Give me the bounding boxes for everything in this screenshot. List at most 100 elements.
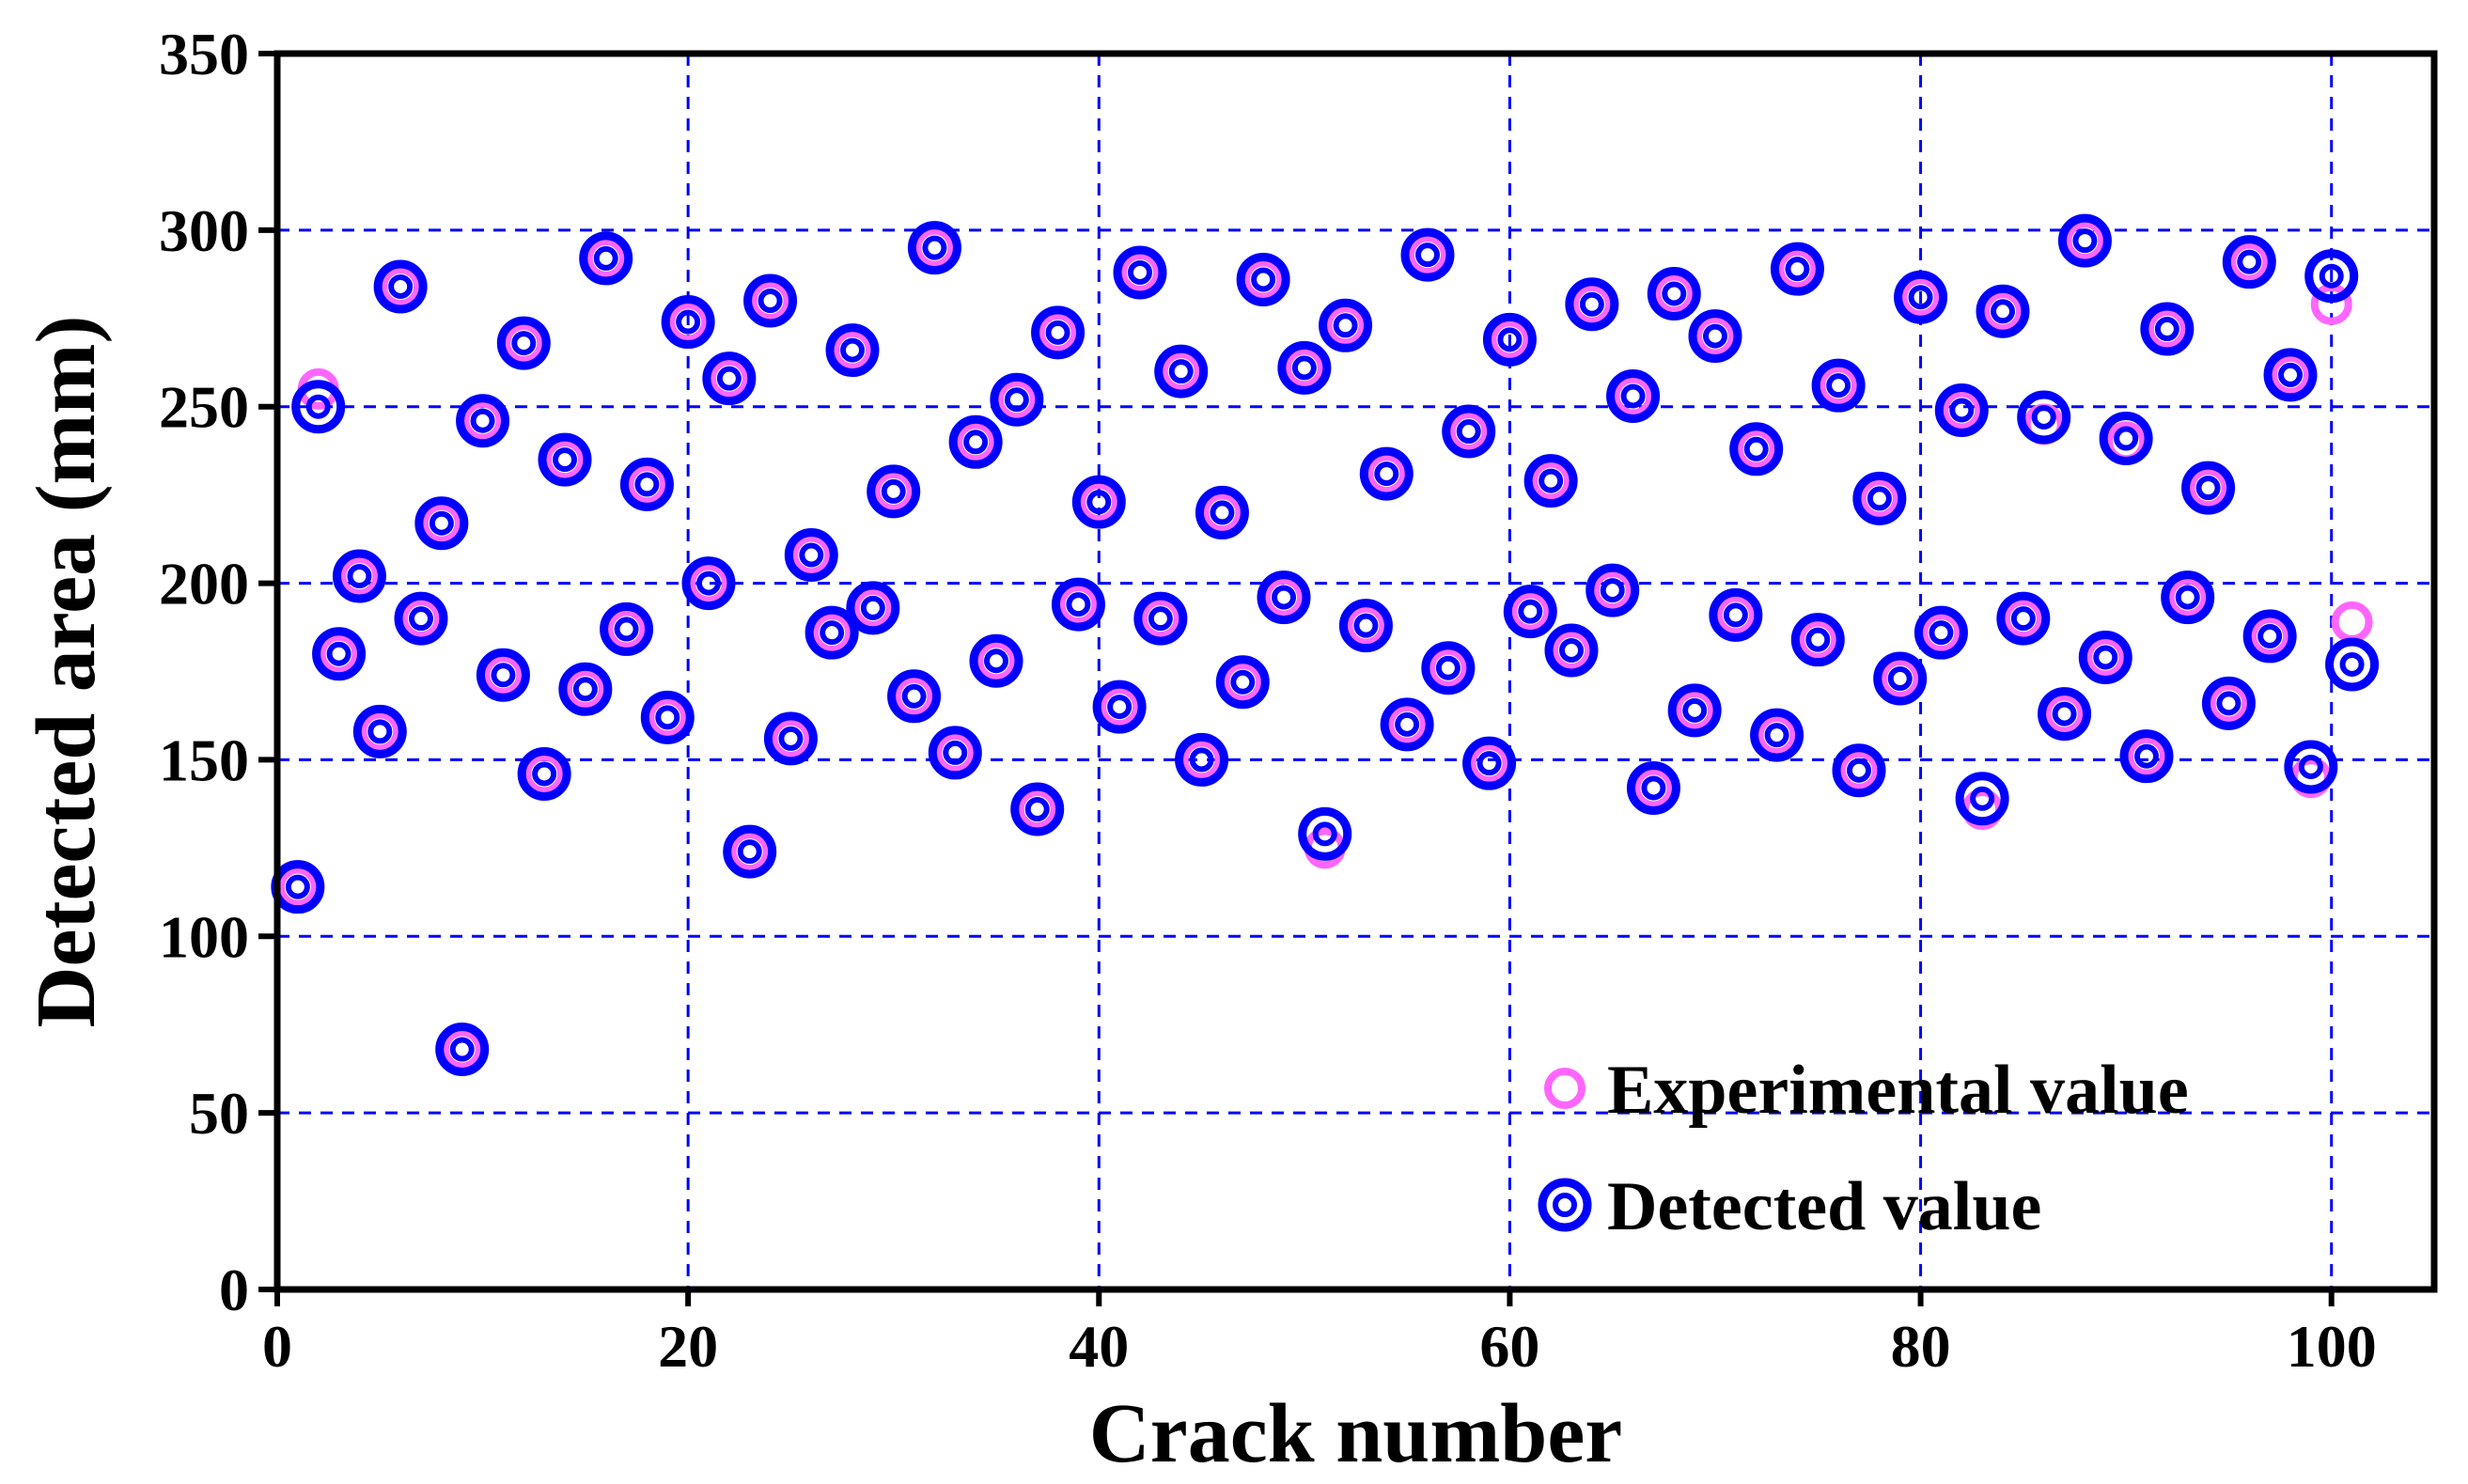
experimental-point xyxy=(1714,594,1757,636)
experimental-point xyxy=(420,502,462,544)
detected-point xyxy=(352,704,407,758)
experimental-point xyxy=(1941,389,1983,431)
ring-inner xyxy=(2154,317,2179,342)
tick-label-x-100: 100 xyxy=(2287,1313,2377,1380)
detected-point xyxy=(1031,305,1086,360)
ring-outer xyxy=(2284,740,2338,794)
ring-inner xyxy=(409,606,433,632)
experimental-point xyxy=(914,227,956,269)
detected-point xyxy=(846,581,900,635)
detected-point xyxy=(2201,676,2256,730)
experimental-point xyxy=(2064,220,2106,262)
ring-inner xyxy=(1991,299,2015,324)
ring-outer xyxy=(1565,277,1619,332)
ring-inner xyxy=(716,366,742,391)
ring-outer xyxy=(435,1023,490,1077)
x-axis-title: Crack number xyxy=(1089,1387,1622,1480)
detected-point xyxy=(1750,708,1804,762)
ring-outer xyxy=(2078,630,2132,684)
legend-ring-experimental xyxy=(1544,1068,1585,1109)
ring-inner xyxy=(285,874,310,899)
ring-outer xyxy=(969,633,1023,688)
detected-point xyxy=(1729,422,1784,476)
ring-inner xyxy=(470,408,495,433)
experimental-point xyxy=(564,668,606,711)
experimental-point xyxy=(380,265,422,307)
ring-outer xyxy=(1113,245,1167,300)
detected-point xyxy=(743,273,798,328)
ring-inner xyxy=(1703,323,1727,349)
detected-point xyxy=(1482,312,1537,367)
experimental-point xyxy=(995,379,1038,421)
experimental-point xyxy=(585,237,627,279)
experimental-point xyxy=(1201,492,1243,534)
ring-outer xyxy=(2057,213,2112,268)
experimental-point xyxy=(2187,467,2229,509)
experimental-point xyxy=(400,598,442,640)
data-points xyxy=(271,213,2380,1077)
ring-inner xyxy=(1353,613,1379,638)
experimental-point xyxy=(790,534,833,576)
ring-outer xyxy=(1257,570,1311,625)
experimental-point xyxy=(605,608,648,650)
ring-outer xyxy=(681,556,736,611)
ring-inner xyxy=(1539,468,1564,493)
experimental-point xyxy=(1099,686,1141,728)
detected-point xyxy=(619,457,674,511)
experimental-point xyxy=(1735,428,1777,470)
ring-outer xyxy=(1133,591,1188,646)
ring-outer xyxy=(1894,270,1948,324)
ring-inner xyxy=(634,472,660,497)
detected-point xyxy=(867,464,921,519)
plot-frame xyxy=(273,50,2438,1293)
ring-outer xyxy=(352,704,407,758)
legend: Experimental value Detected value xyxy=(1538,1052,2189,1245)
ring-inner xyxy=(2114,426,2139,451)
experimental-point xyxy=(276,866,319,908)
legend-ring-detected xyxy=(1538,1178,1592,1232)
ring-outer xyxy=(1538,1178,1592,1232)
experimental-point xyxy=(1612,375,1654,417)
detected-point xyxy=(784,528,838,583)
ring-inner xyxy=(532,761,557,787)
y-axis-title: Detected area (mm) xyxy=(20,316,113,1028)
ring-outer xyxy=(2181,461,2236,515)
ring-outer xyxy=(1790,613,1845,667)
detected-point xyxy=(1113,245,1167,300)
ring-outer xyxy=(1832,743,1886,798)
ring-inner xyxy=(511,331,537,356)
tick-label-y-0: 0 xyxy=(219,1257,249,1323)
ring-inner xyxy=(2072,228,2098,254)
ring-inner xyxy=(1456,419,1481,445)
experimental-point xyxy=(1551,629,1592,671)
experimental-point xyxy=(2085,636,2127,679)
experimental-point xyxy=(832,329,873,371)
ring-inner xyxy=(1908,285,1933,310)
ring-outer xyxy=(1729,422,1784,476)
ring-outer xyxy=(1873,651,1928,706)
experimental-point xyxy=(647,696,689,739)
detected-point xyxy=(476,648,530,702)
detected-point xyxy=(1790,613,1845,667)
detected-point xyxy=(907,221,961,275)
ring-outer xyxy=(496,316,551,370)
ring-outer xyxy=(1442,404,1496,459)
experimental-point xyxy=(482,654,524,696)
ring-outer xyxy=(1626,760,1680,815)
ring-inner xyxy=(1251,267,1276,292)
ring-outer xyxy=(1606,368,1661,423)
ring-outer xyxy=(2263,348,2318,402)
detected-point xyxy=(1338,599,1393,653)
experimental-point xyxy=(2208,682,2250,725)
detected-point xyxy=(1257,570,1311,625)
ring-inner xyxy=(1949,398,1975,423)
ring-outer xyxy=(1400,227,1455,282)
experimental-point xyxy=(2002,598,2044,640)
experimental-point xyxy=(955,421,997,463)
experimental-point xyxy=(688,562,729,604)
ring-outer xyxy=(1503,585,1557,639)
ring-inner xyxy=(1970,786,1995,811)
experimental-point xyxy=(441,1028,483,1070)
detected-point xyxy=(2263,348,2318,402)
